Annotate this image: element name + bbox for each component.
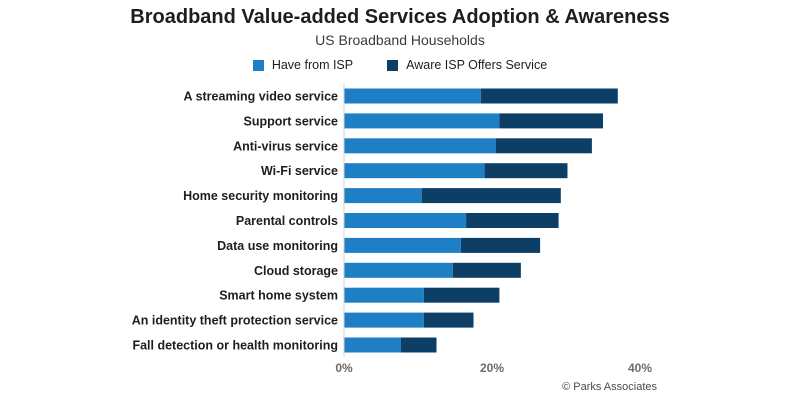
bar-have-from-isp	[344, 287, 424, 303]
legend: Have from ISP Aware ISP Offers Service	[0, 58, 800, 72]
category-label: Anti-virus service	[233, 139, 338, 153]
category-label: Support service	[244, 114, 339, 128]
x-tick-label: 0%	[335, 361, 353, 375]
category-label: Wi-Fi service	[261, 164, 338, 178]
bar-aware-isp-offers	[423, 287, 500, 303]
legend-swatch-have-from-isp	[252, 59, 264, 71]
x-tick-label: 40%	[628, 361, 652, 375]
bar-have-from-isp	[344, 262, 453, 278]
bar-aware-isp-offers	[452, 262, 521, 278]
bar-have-from-isp	[344, 213, 467, 228]
bar-aware-isp-offers	[466, 213, 559, 228]
category-label: Data use monitoring	[217, 239, 338, 253]
bar-aware-isp-offers	[423, 312, 474, 328]
category-label: Parental controls	[236, 214, 338, 228]
bar-aware-isp-offers	[484, 163, 568, 179]
legend-label-have-from-isp: Have from ISP	[271, 58, 354, 72]
bar-aware-isp-offers	[480, 88, 618, 104]
legend-item-aware-isp-offers: Aware ISP Offers Service	[387, 58, 547, 72]
category-label: Smart home system	[219, 289, 338, 303]
bar-aware-isp-offers	[421, 188, 561, 204]
category-label: An identity theft protection service	[132, 314, 338, 328]
bar-have-from-isp	[344, 163, 485, 179]
category-label: Fall detection or health monitoring	[132, 339, 338, 353]
bar-aware-isp-offers	[499, 113, 603, 129]
bar-have-from-isp	[344, 237, 461, 253]
bar-have-from-isp	[344, 337, 401, 353]
category-label: Cloud storage	[254, 264, 338, 278]
bar-aware-isp-offers	[400, 337, 437, 353]
bar-have-from-isp	[344, 188, 422, 204]
legend-label-aware-isp-offers: Aware ISP Offers Service	[406, 58, 548, 72]
chart-title: Broadband Value-added Services Adoption …	[130, 6, 670, 28]
source-credit: © Parks Associates	[562, 381, 657, 393]
legend-swatch-aware-isp-offers	[387, 59, 399, 71]
category-label: Home security monitoring	[183, 189, 338, 203]
legend-item-have-from-isp: Have from ISP	[252, 58, 354, 72]
bar-aware-isp-offers	[495, 138, 592, 154]
x-tick-label: 20%	[480, 361, 504, 375]
category-label: A streaming video service	[184, 90, 339, 104]
bar-have-from-isp	[344, 138, 496, 154]
bar-have-from-isp	[344, 88, 481, 104]
bar-aware-isp-offers	[460, 237, 541, 253]
chart-subtitle: US Broadband Households	[315, 32, 485, 48]
bar-have-from-isp	[344, 113, 500, 129]
bar-have-from-isp	[344, 312, 424, 328]
